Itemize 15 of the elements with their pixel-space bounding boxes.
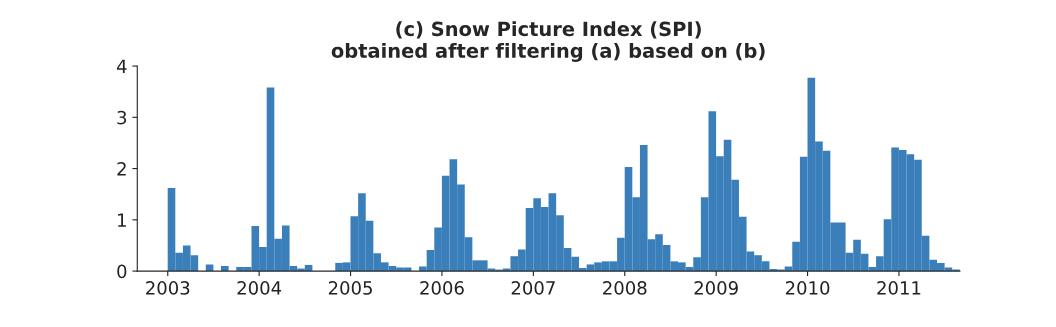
x-tick-label: 2006 [420,281,464,295]
x-tick-label: 2008 [603,281,647,295]
x-tick-label: 2010 [785,281,830,295]
x-tick-label: 2005 [328,281,372,295]
chart-title: (c) Snow Picture Index (SPI) obtained after filtering (a) based on (b) [331,21,765,62]
x-tick-label: 2003 [146,281,190,295]
y-tick-label: 1 [118,213,126,227]
x-tick-label: 2007 [511,281,555,295]
y-tick-label: 3 [117,110,127,125]
x-tick-label: 2009 [694,281,738,295]
y-tick-label: 4 [116,59,127,73]
y-tick-label: 2 [117,162,126,176]
x-tick-label: 2004 [237,281,282,295]
x-tick-label: 2011 [877,281,921,295]
y-tick-label: 0 [117,264,127,279]
